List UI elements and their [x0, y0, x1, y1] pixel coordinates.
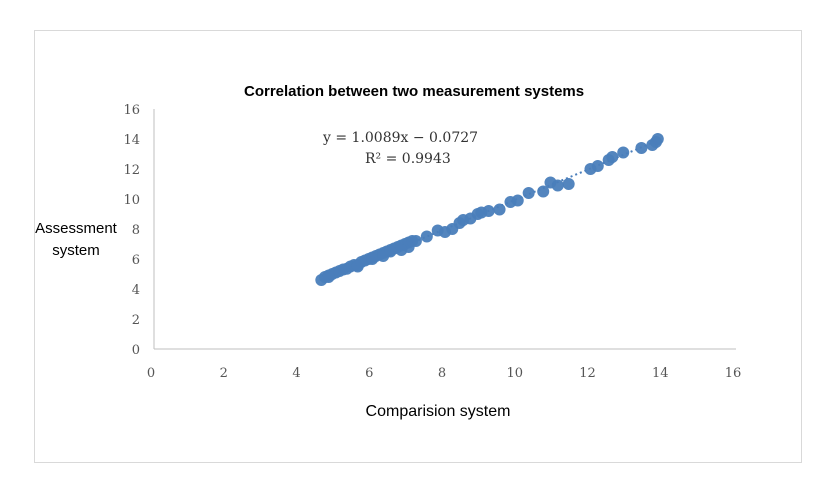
- data-point: [635, 142, 648, 154]
- data-point: [511, 194, 524, 207]
- data-point: [482, 205, 495, 217]
- trendline-equation: y = 1.0089x − 0.0727: [323, 130, 479, 146]
- x-tick-label: 2: [220, 366, 228, 381]
- trendline-r-squared: R² = 0.9943: [365, 151, 451, 167]
- y-tick-label: 8: [132, 223, 140, 238]
- data-point: [420, 230, 433, 243]
- y-tick-label: 16: [123, 103, 140, 118]
- x-axis-label: Comparision system: [365, 403, 511, 420]
- data-point: [522, 187, 535, 199]
- y-tick-label: 0: [132, 343, 140, 358]
- x-tick-label: 12: [579, 366, 596, 381]
- x-tick-label: 8: [438, 366, 446, 381]
- chart-title: Correlation between two measurement syst…: [244, 83, 585, 100]
- y-axis-label-line2: system: [52, 242, 100, 259]
- points-group: [315, 133, 664, 286]
- data-point: [606, 151, 619, 163]
- y-tick-label: 6: [132, 253, 140, 268]
- x-tick-label: 10: [506, 366, 523, 381]
- data-point: [562, 178, 575, 190]
- y-tick-label: 2: [132, 313, 140, 328]
- data-point: [366, 253, 379, 265]
- data-point: [377, 250, 390, 262]
- data-point: [537, 185, 550, 198]
- data-point: [322, 271, 335, 283]
- x-tick-label: 6: [365, 366, 373, 381]
- data-point: [395, 244, 408, 256]
- data-point: [617, 146, 630, 159]
- data-point: [551, 179, 564, 192]
- y-tick-label: 4: [132, 283, 140, 298]
- x-tick-label: 4: [292, 366, 300, 381]
- data-point: [591, 160, 604, 172]
- y-tick-label: 10: [123, 193, 140, 208]
- y-tick-label: 14: [123, 133, 140, 148]
- x-tick-label: 14: [652, 366, 669, 381]
- data-point: [651, 133, 664, 145]
- y-axis-label: Assessment system: [26, 218, 126, 262]
- data-point: [493, 203, 506, 216]
- y-axis-label-line1: Assessment: [35, 220, 117, 237]
- data-point: [351, 260, 364, 273]
- x-tick-label: 16: [725, 366, 742, 381]
- y-tick-label: 12: [123, 163, 140, 178]
- x-tick-label: 0: [147, 366, 155, 381]
- axes: 0 2 4 6 8 10 12 14 16 0 2 4 6 8 10 12 14 16: [123, 103, 741, 381]
